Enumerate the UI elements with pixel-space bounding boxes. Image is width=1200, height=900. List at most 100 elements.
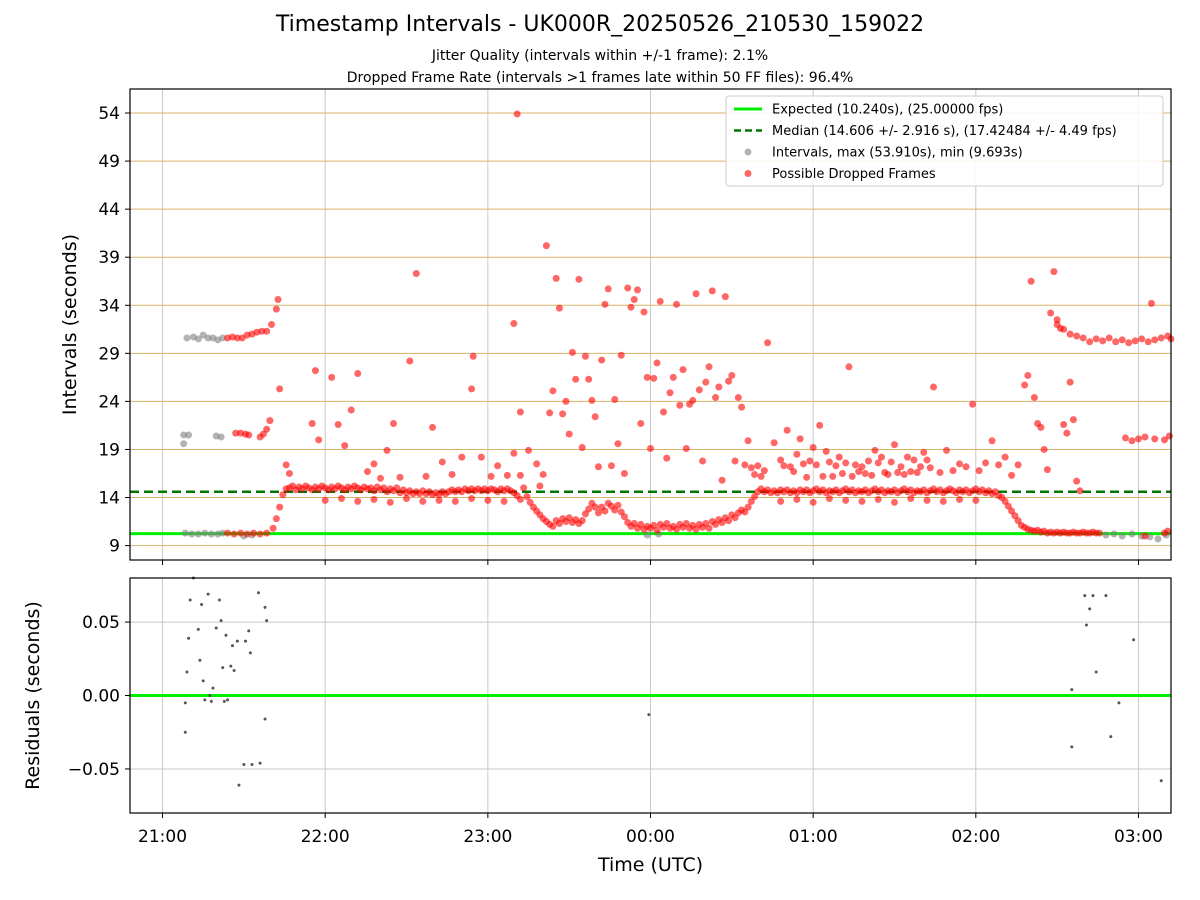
residual-ytick-label: 0.05	[82, 613, 120, 633]
y-axis-title-intervals: Intervals (seconds)	[59, 234, 81, 415]
dropped-frame-point	[542, 242, 550, 250]
dropped-frame-point	[1040, 445, 1048, 453]
dropped-frame-point	[620, 469, 628, 477]
dropped-frame-point	[224, 529, 232, 537]
dropped-frame-point	[744, 437, 752, 445]
dropped-frame-point	[510, 449, 518, 457]
dropped-frame-point	[601, 300, 609, 308]
dropped-frame-point	[1030, 394, 1038, 402]
dropped-frame-point	[539, 470, 547, 478]
dropped-frame-point	[578, 517, 586, 525]
dropped-frame-point	[673, 300, 681, 308]
dropped-frame-point	[988, 437, 996, 445]
dropped-frame-point	[1073, 477, 1081, 485]
dropped-frame-point	[494, 462, 502, 470]
dropped-frame-point	[274, 296, 282, 304]
dropped-frame-point	[790, 468, 798, 476]
dropped-frame-point	[793, 450, 801, 458]
dropped-frame-point	[741, 461, 749, 469]
dropped-frame-point	[1066, 378, 1074, 386]
dropped-frame-point	[1060, 325, 1068, 333]
legend-intervals-label: Intervals, max (53.910s), min (9.693s)	[772, 146, 1023, 161]
interval-point	[194, 530, 202, 538]
dropped-frame-point	[627, 303, 635, 311]
residual-point	[1117, 701, 1121, 705]
dropped-frame-point	[243, 530, 251, 538]
dropped-frame-point	[754, 462, 762, 470]
interval-point	[1154, 535, 1162, 543]
dropped-frame-point	[598, 356, 606, 364]
residual-point	[222, 699, 226, 703]
dropped-frame-point	[747, 464, 755, 472]
dropped-frame-point	[565, 430, 573, 438]
dropped-frame-point	[263, 529, 271, 537]
dropped-frame-point	[500, 497, 508, 505]
dropped-frame-point	[1141, 433, 1149, 441]
dropped-frame-point	[591, 503, 599, 511]
dropped-frame-point	[614, 440, 622, 448]
dropped-frame-point	[982, 459, 990, 467]
dropped-frame-point	[594, 509, 602, 517]
legend-expected-label: Expected (10.240s), (25.00000 fps)	[772, 103, 1003, 118]
dropped-frame-point	[653, 359, 661, 367]
dropped-frame-point	[656, 297, 664, 305]
dropped-frame-point	[956, 460, 964, 468]
residual-point	[263, 605, 267, 609]
dropped-frame-point	[874, 459, 882, 467]
dropped-frame-point	[728, 371, 736, 379]
dropped-frame-point	[282, 461, 290, 469]
dropped-frame-point	[939, 497, 947, 505]
dropped-frame-point	[448, 470, 456, 478]
dropped-frame-point	[328, 373, 336, 381]
dropped-frame-point	[777, 497, 785, 505]
dropped-frame-point	[868, 471, 876, 479]
dropped-frame-point	[363, 468, 371, 476]
dropped-frame-point	[1047, 309, 1055, 317]
xtick-label: 02:00	[951, 827, 1000, 847]
dropped-frame-point	[699, 457, 707, 465]
top-ytick-label: 9	[109, 537, 120, 557]
legend-dropped-label: Possible Dropped Frames	[772, 167, 936, 182]
dropped-frame-point	[858, 497, 866, 505]
top-ytick-label: 24	[98, 392, 120, 412]
residual-point	[265, 619, 269, 623]
dropped-frame-point	[874, 495, 882, 503]
dropped-frame-point	[712, 394, 720, 402]
dropped-frame-point	[1050, 268, 1058, 276]
interval-point	[1128, 530, 1136, 538]
dropped-frame-point	[842, 496, 850, 504]
dropped-frame-point	[1092, 335, 1100, 343]
interval-point	[643, 531, 651, 539]
dropped-frame-point	[861, 469, 869, 477]
dropped-frame-point	[311, 367, 319, 375]
dropped-frame-point	[917, 463, 925, 471]
dropped-frame-point	[757, 472, 765, 480]
dropped-frame-point	[705, 363, 713, 371]
residual-ytick-label: −0.05	[68, 760, 120, 780]
dropped-frame-point	[614, 501, 622, 509]
dropped-frame-point	[816, 421, 824, 429]
dropped-frame-point	[523, 493, 531, 501]
residual-point	[226, 698, 230, 702]
dropped-frame-point	[516, 408, 524, 416]
dropped-frame-point	[926, 464, 934, 472]
dropped-frame-point	[809, 444, 817, 452]
interval-point	[1110, 530, 1118, 538]
dropped-frame-point	[633, 286, 641, 294]
dropped-frame-point	[435, 496, 443, 504]
dropped-frame-point	[640, 308, 648, 316]
dropped-frame-point	[620, 513, 628, 521]
dropped-frame-point	[337, 494, 345, 502]
dropped-frame-point	[1086, 338, 1094, 346]
dropped-frame-point	[594, 463, 602, 471]
dropped-frame-point	[647, 444, 654, 452]
dropped-frame-point	[1024, 371, 1032, 379]
dropped-frame-point	[1165, 432, 1173, 440]
dropped-frame-point	[516, 495, 524, 503]
residual-point	[1070, 688, 1074, 692]
dropped-frame-point	[546, 409, 554, 417]
dropped-frame-point	[1105, 334, 1113, 342]
dropped-frame-point	[884, 470, 892, 478]
legend-box	[725, 95, 1164, 187]
dropped-frame-point	[1021, 381, 1029, 389]
